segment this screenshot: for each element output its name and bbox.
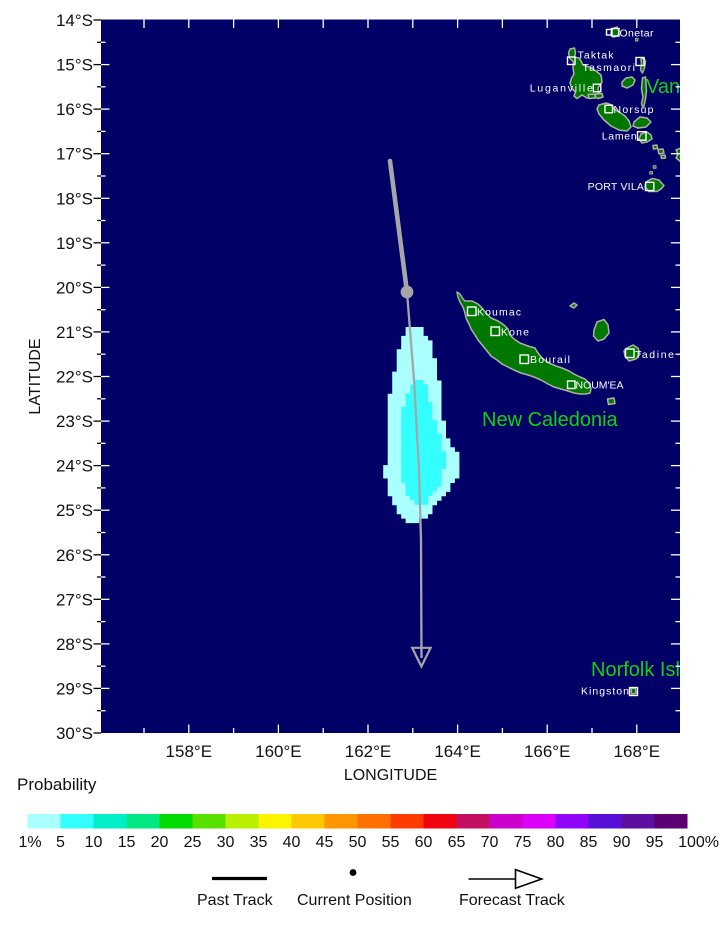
svg-text:166°E: 166°E (524, 742, 571, 761)
svg-text:80: 80 (547, 834, 565, 851)
svg-text:LATITUDE: LATITUDE (27, 338, 44, 414)
svg-text:Probability: Probability (17, 775, 97, 794)
svg-text:29°S: 29°S (56, 679, 93, 698)
svg-text:20: 20 (151, 834, 169, 851)
svg-text:15°S: 15°S (56, 56, 93, 75)
svg-text:Onetar: Onetar (620, 28, 655, 40)
svg-text:17°S: 17°S (56, 145, 93, 164)
svg-text:Tadine: Tadine (635, 349, 674, 361)
svg-text:23°S: 23°S (56, 412, 93, 431)
svg-text:65: 65 (448, 834, 466, 851)
svg-text:Koumac: Koumac (477, 307, 521, 319)
svg-text:35: 35 (250, 834, 268, 851)
svg-text:95: 95 (646, 834, 664, 851)
svg-text:25: 25 (184, 834, 202, 851)
svg-text:168°E: 168°E (614, 742, 661, 761)
svg-text:22°S: 22°S (56, 368, 93, 387)
svg-text:20°S: 20°S (56, 278, 93, 297)
svg-text:28°S: 28°S (56, 635, 93, 654)
svg-text:15: 15 (118, 834, 136, 851)
svg-text:21°S: 21°S (56, 323, 93, 342)
svg-text:158°E: 158°E (166, 742, 213, 761)
svg-text:Lamen: Lamen (602, 131, 637, 143)
svg-text:164°E: 164°E (434, 742, 481, 761)
svg-text:85: 85 (580, 834, 598, 851)
svg-text:Current Position: Current Position (297, 892, 412, 909)
svg-text:16°S: 16°S (56, 100, 93, 119)
svg-text:1%: 1% (18, 834, 41, 851)
svg-text:45: 45 (316, 834, 334, 851)
svg-text:24°S: 24°S (56, 457, 93, 476)
svg-text:40: 40 (283, 834, 301, 851)
svg-text:90: 90 (613, 834, 631, 851)
svg-text:LONGITUDE: LONGITUDE (344, 767, 437, 784)
svg-text:Vanuatu: Vanuatu (646, 76, 719, 98)
svg-text:27°S: 27°S (56, 590, 93, 609)
svg-text:Luganville: Luganville (530, 83, 593, 95)
svg-text:25°S: 25°S (56, 501, 93, 520)
svg-text:30: 30 (217, 834, 235, 851)
svg-text:26°S: 26°S (56, 546, 93, 565)
svg-text:Tasmaori: Tasmaori (583, 62, 636, 74)
svg-text:19°S: 19°S (56, 234, 93, 253)
svg-text:70: 70 (481, 834, 499, 851)
svg-text:Taktak: Taktak (578, 50, 615, 62)
svg-text:55: 55 (382, 834, 400, 851)
svg-text:100%: 100% (678, 834, 719, 851)
svg-text:New Caledonia: New Caledonia (482, 409, 619, 431)
svg-text:14°S: 14°S (56, 11, 93, 30)
svg-text:Norsup: Norsup (614, 104, 654, 116)
svg-text:30°S: 30°S (56, 724, 93, 743)
svg-text:160°E: 160°E (255, 742, 302, 761)
svg-text:75: 75 (514, 834, 532, 851)
svg-text:10: 10 (85, 834, 103, 851)
svg-text:5: 5 (56, 834, 65, 851)
svg-text:NOUM'EA: NOUM'EA (576, 380, 624, 392)
svg-text:Past Track: Past Track (197, 892, 274, 909)
svg-text:18°S: 18°S (56, 189, 93, 208)
svg-text:162°E: 162°E (345, 742, 392, 761)
svg-text:Norfolk Isla: Norfolk Isla (591, 659, 692, 681)
svg-text:Forecast Track: Forecast Track (459, 892, 566, 909)
svg-text:60: 60 (415, 834, 433, 851)
svg-text:Kingston: Kingston (581, 686, 629, 698)
svg-text:50: 50 (349, 834, 367, 851)
svg-text:PORT VILA: PORT VILA (588, 181, 644, 193)
svg-text:Bourail: Bourail (530, 354, 570, 366)
